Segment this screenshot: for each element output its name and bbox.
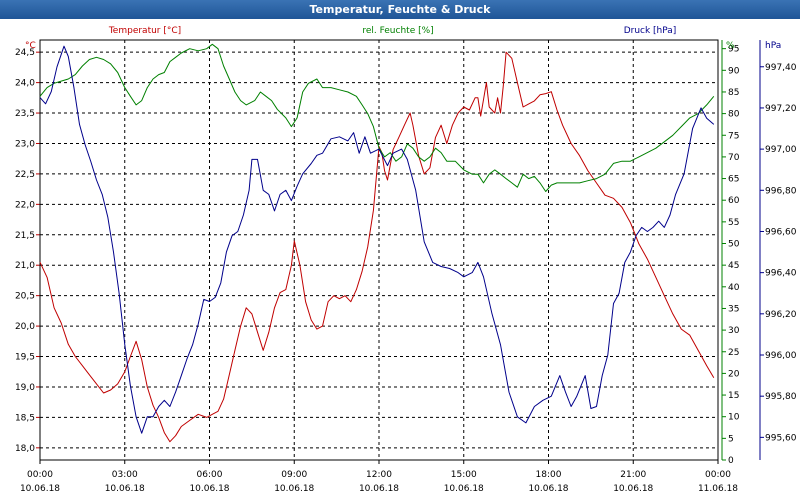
pressure-tick-label: 995,60 bbox=[765, 433, 797, 443]
temp-tick-label: 22,5 bbox=[15, 170, 35, 180]
humidity-unit-label: % bbox=[726, 41, 735, 51]
humidity-tick-label: 15 bbox=[728, 391, 739, 401]
x-tick-date: 10.06.18 bbox=[359, 484, 399, 494]
temp-tick-label: 20,5 bbox=[15, 292, 35, 302]
x-tick-time: 03:00 bbox=[112, 470, 138, 480]
pressure-unit-label: hPa bbox=[765, 41, 781, 51]
humidity-tick-label: 70 bbox=[728, 153, 740, 163]
temp-tick-label: 24,0 bbox=[15, 79, 35, 89]
humidity-tick-label: 90 bbox=[728, 66, 740, 76]
temp-tick-label: 22,0 bbox=[15, 200, 35, 210]
x-tick-time: 00:00 bbox=[27, 470, 53, 480]
humidity-tick-label: 25 bbox=[728, 348, 739, 358]
x-tick-time: 15:00 bbox=[451, 470, 477, 480]
window-title: Temperatur, Feuchte & Druck bbox=[309, 3, 491, 16]
humidity-axis-title: rel. Feuchte [%] bbox=[362, 26, 433, 36]
humidity-tick-label: 30 bbox=[728, 326, 740, 336]
x-tick-date: 10.06.18 bbox=[528, 484, 568, 494]
temp-tick-label: 19,0 bbox=[15, 383, 35, 393]
x-tick-time: 18:00 bbox=[536, 470, 562, 480]
pressure-tick-label: 997,40 bbox=[765, 63, 797, 73]
temp-tick-label: 20,0 bbox=[15, 322, 35, 332]
x-tick-time: 09:00 bbox=[281, 470, 307, 480]
pressure-tick-label: 996,80 bbox=[765, 186, 797, 196]
humidity-tick-label: 50 bbox=[728, 240, 740, 250]
humidity-tick-label: 65 bbox=[728, 175, 739, 185]
temp-tick-label: 21,5 bbox=[15, 231, 35, 241]
x-tick-time: 00:00 bbox=[705, 470, 731, 480]
humidity-tick-label: 45 bbox=[728, 261, 739, 271]
temperature-axis-title: Temperatur [°C] bbox=[108, 26, 181, 36]
pressure-axis-title: Druck [hPa] bbox=[624, 26, 677, 36]
humidity-tick-label: 95 bbox=[728, 45, 739, 55]
x-tick-date: 11.06.18 bbox=[698, 484, 738, 494]
x-tick-time: 12:00 bbox=[366, 470, 392, 480]
humidity-tick-label: 60 bbox=[728, 196, 740, 206]
temp-tick-label: 23,5 bbox=[15, 109, 35, 119]
pressure-tick-label: 996,60 bbox=[765, 227, 797, 237]
window-title-bar: Temperatur, Feuchte & Druck bbox=[0, 0, 800, 19]
pressure-tick-label: 995,80 bbox=[765, 392, 797, 402]
humidity-tick-label: 0 bbox=[728, 456, 734, 466]
humidity-tick-label: 85 bbox=[728, 88, 739, 98]
temp-tick-label: 21,0 bbox=[15, 261, 35, 271]
temp-tick-label: 24,5 bbox=[15, 48, 35, 58]
humidity-tick-label: 75 bbox=[728, 131, 739, 141]
x-tick-time: 21:00 bbox=[620, 470, 646, 480]
x-tick-date: 10.06.18 bbox=[105, 484, 145, 494]
temp-tick-label: 18,5 bbox=[15, 413, 35, 423]
humidity-series-line bbox=[39, 43, 715, 192]
temp-tick-label: 18,0 bbox=[15, 444, 35, 454]
pressure-tick-label: 996,20 bbox=[765, 310, 797, 320]
temp-tick-label: 23,0 bbox=[15, 139, 35, 149]
pressure-tick-label: 997,20 bbox=[765, 104, 797, 114]
humidity-tick-label: 40 bbox=[728, 283, 740, 293]
temp-tick-label: 19,5 bbox=[15, 353, 35, 363]
humidity-tick-label: 35 bbox=[728, 304, 739, 314]
pressure-tick-label: 996,00 bbox=[765, 351, 797, 361]
pressure-tick-label: 996,40 bbox=[765, 269, 797, 279]
temp-unit-label: °C bbox=[25, 41, 36, 51]
pressure-tick-label: 997,00 bbox=[765, 145, 797, 155]
x-tick-date: 10.06.18 bbox=[274, 484, 314, 494]
humidity-tick-label: 5 bbox=[728, 434, 734, 444]
pressure-series-line bbox=[39, 45, 715, 434]
x-tick-date: 10.06.18 bbox=[189, 484, 229, 494]
grid-lines bbox=[40, 40, 718, 460]
x-tick-time: 06:00 bbox=[197, 470, 223, 480]
humidity-tick-label: 80 bbox=[728, 110, 740, 120]
x-tick-date: 10.06.18 bbox=[444, 484, 484, 494]
x-tick-date: 10.06.18 bbox=[20, 484, 60, 494]
humidity-tick-label: 55 bbox=[728, 218, 739, 228]
humidity-tick-label: 10 bbox=[728, 413, 740, 423]
humidity-tick-label: 20 bbox=[728, 369, 740, 379]
x-tick-date: 10.06.18 bbox=[613, 484, 653, 494]
